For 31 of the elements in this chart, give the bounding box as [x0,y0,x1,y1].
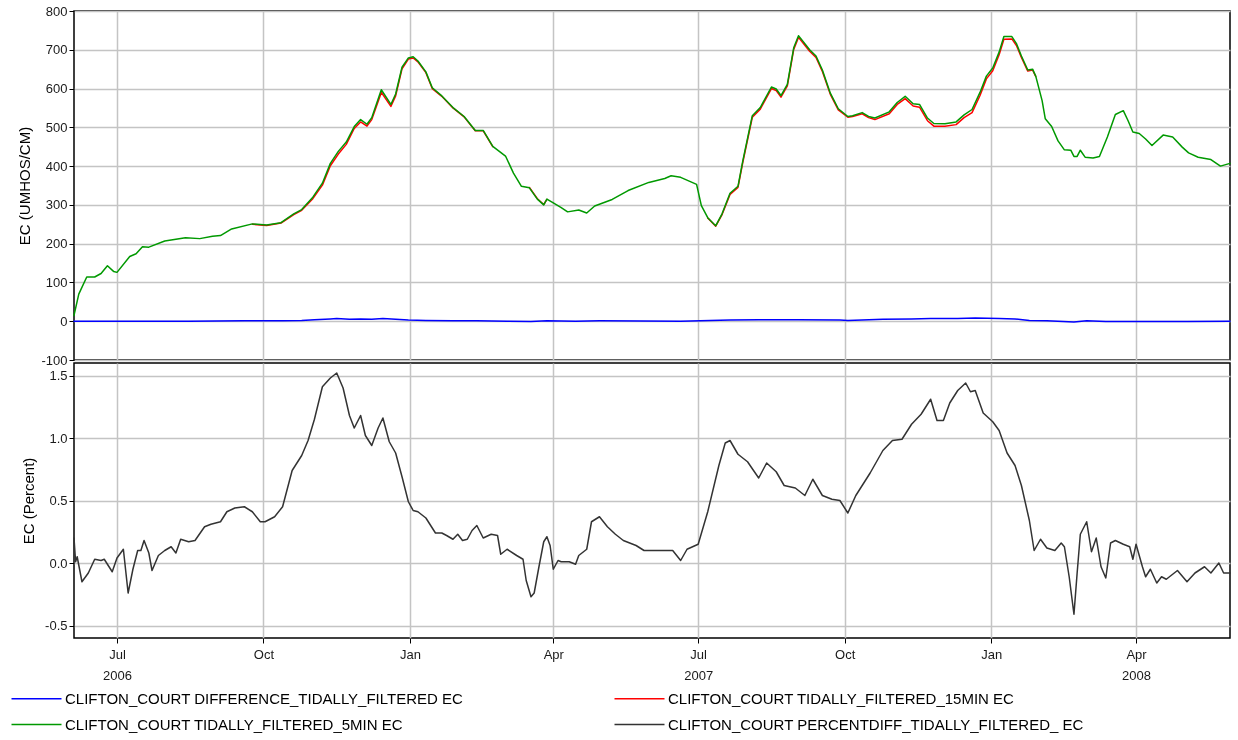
y-tick-label: 500 [45,119,68,135]
line-series [73,372,1231,615]
y-tick-label: 1.5 [49,368,68,383]
y-tick-label: -0.5 [45,618,68,633]
y-tick-label: 0.5 [49,493,68,508]
legend-label: CLIFTON_COURT PERCENTDIFF_TIDALLY_FILTERED_ EC [668,715,1084,733]
y-tick-label: 0 [60,313,68,329]
y-tick-label: 0.0 [49,555,68,571]
y-tick-label: 200 [45,236,68,252]
x-tick-label: Jul 2007 [684,646,714,683]
y-tick-label: 800 [45,3,68,19]
legend-label: CLIFTON_COURT TIDALLY_FILTERED_5MIN EC [65,715,403,733]
y-tick-label: 600 [45,81,68,97]
x-tick-label: Apr [543,646,565,662]
y-tick-label: 300 [45,197,68,213]
y-tick-label: -100 [41,352,68,368]
y-tick-label: 1.0 [49,430,68,446]
x-tick-label: Oct [253,646,275,662]
y-axis-title: EC (UMHOS/CM) [16,126,34,246]
x-tick-label: Apr 2008 [1122,646,1152,683]
x-tick-label: Oct [835,646,856,662]
x-tick-label: Jan [981,646,1003,662]
y-tick-label: 400 [45,158,68,174]
y-tick-label: 100 [45,274,68,290]
y-axis-title: EC (Percent) [20,457,38,545]
line-series [73,35,1231,317]
legend-label: CLIFTON_COURT DIFFERENCE_TIDALLY_FILTERED EC [65,689,464,707]
x-tick-label: Jan [399,646,421,662]
x-tick-label: Jul 2006 [103,646,132,683]
legend-label: CLIFTON_COURT TIDALLY_FILTERED_15MIN EC [668,689,1015,707]
y-tick-label: 700 [45,42,68,58]
